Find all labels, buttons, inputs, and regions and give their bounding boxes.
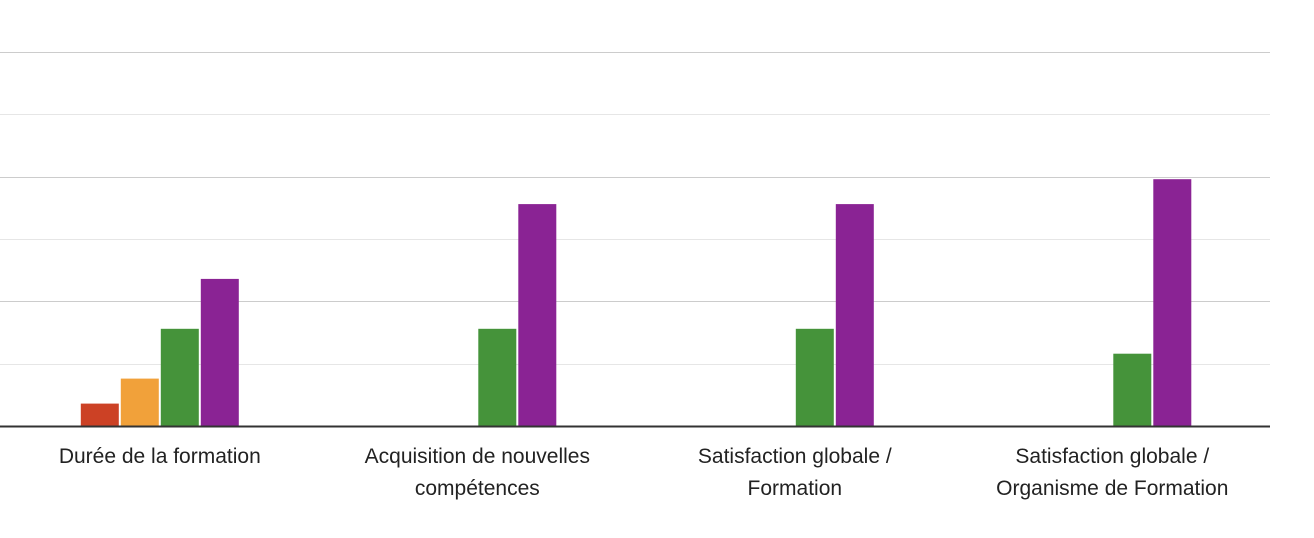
x-tick-label: Organisme de Formation: [996, 477, 1228, 500]
x-tick-label: Acquisition de nouvelles: [365, 445, 590, 468]
x-tick-label: compétences: [415, 477, 540, 500]
bars: [80, 179, 1192, 426]
gridlines: [0, 52, 1270, 365]
bar-4-cat-2[interactable]: [518, 204, 557, 426]
x-tick-label: Durée de la formation: [59, 445, 261, 468]
x-tick-label: Satisfaction globale /: [1015, 445, 1209, 468]
bar-4-cat-3[interactable]: [835, 204, 874, 426]
bar-3-cat-3[interactable]: [795, 328, 834, 426]
bar-4-cat-4[interactable]: [1153, 179, 1192, 426]
bar-1-cat-1[interactable]: [80, 403, 119, 426]
x-axis-labels: Durée de la formation Acquisition de nouv…: [59, 445, 1229, 500]
bar-3-cat-1[interactable]: [160, 328, 199, 426]
x-tick-label: Formation: [748, 477, 843, 500]
bar-3-cat-4[interactable]: [1113, 353, 1152, 426]
x-tick-label: Satisfaction globale /: [698, 445, 892, 468]
bar-2-cat-1[interactable]: [120, 378, 159, 426]
bar-4-cat-1[interactable]: [200, 278, 239, 426]
bar-3-cat-2[interactable]: [478, 328, 517, 426]
